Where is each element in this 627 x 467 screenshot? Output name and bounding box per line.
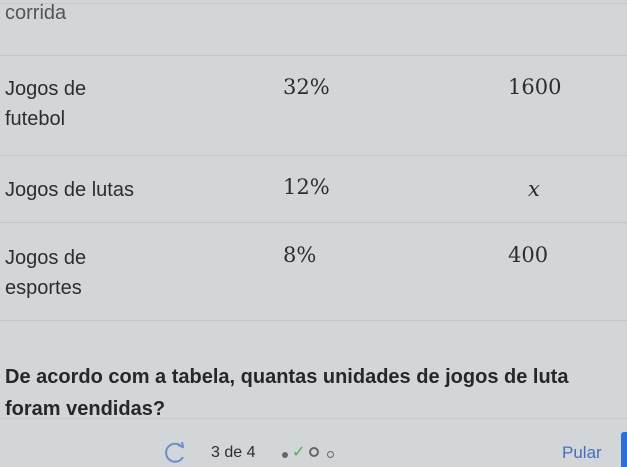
progress-dot-current [309,447,319,457]
progress-dot-done [282,452,288,458]
progress-dot-pending [327,451,334,458]
units-cell: x [528,177,540,201]
refresh-icon[interactable] [162,441,188,465]
check-icon: ✓ [292,444,306,461]
progress-text: 3 de 4 [211,444,256,461]
category-line: futebol [5,108,66,130]
percent-cell: 8% [283,243,317,267]
category-cell: Jogos de lutas [5,179,134,201]
next-button-edge[interactable] [621,432,627,467]
percent-cell: 12% [283,175,330,199]
category-line: Jogos de [5,78,87,100]
question-line: De acordo com a tabela, quantas unidades… [5,366,569,388]
table-cut-text: corrida [5,2,67,24]
category-cell: Jogos de futebol [5,74,86,134]
skip-button[interactable]: Pular [562,443,602,462]
category-line: esportes [5,277,82,299]
units-cell: 400 [508,243,549,267]
units-cell: 1600 [508,75,562,99]
category-cell: Jogos de esportes [5,243,86,303]
question-line: foram vendidas? [5,398,166,420]
percent-cell: 32% [283,75,330,99]
category-line: Jogos de [5,247,87,269]
